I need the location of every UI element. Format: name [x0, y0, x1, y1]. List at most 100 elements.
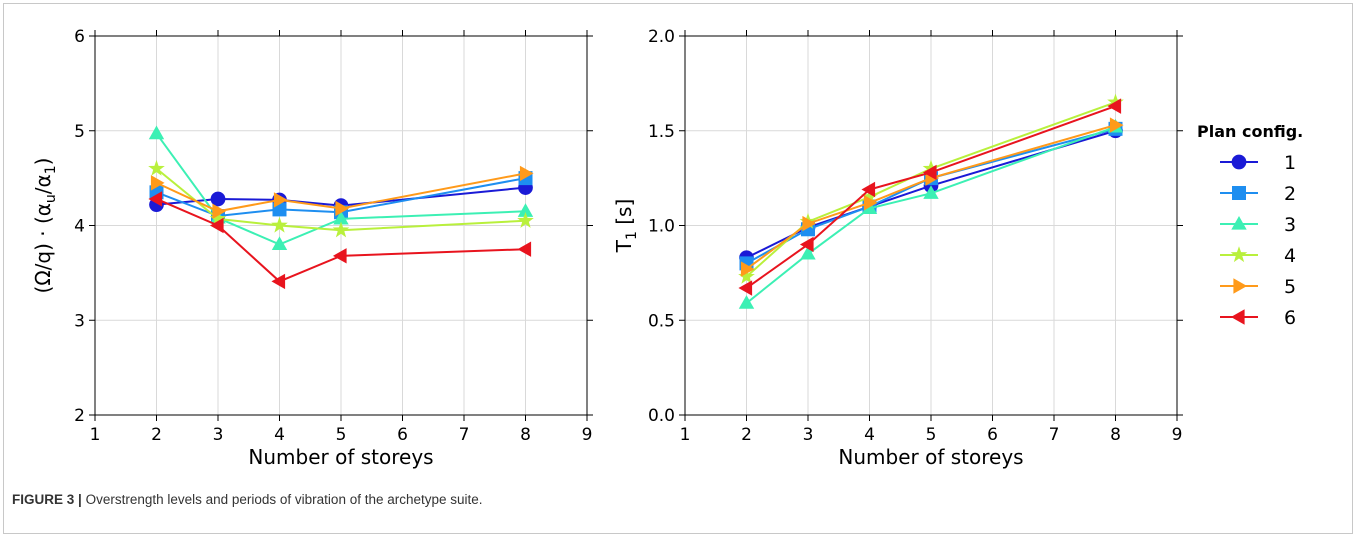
data-point-4: [209, 210, 227, 226]
x-tick-label: 2: [151, 425, 162, 445]
x-tick-label: 5: [336, 425, 347, 445]
x-tick-label: 8: [1110, 425, 1121, 445]
y-label-part: /α: [31, 174, 55, 194]
data-point-3: [923, 185, 939, 199]
data-point-4: [517, 212, 534, 228]
y-tick-label: 0.5: [648, 311, 675, 331]
data-point-4: [332, 221, 350, 238]
data-point-4: [148, 159, 165, 176]
data-point-5: [519, 165, 534, 182]
data-point-5: [802, 215, 817, 232]
data-point-5: [1109, 117, 1124, 133]
caption-label: FIGURE 3 |: [12, 492, 82, 507]
data-point-4: [738, 267, 755, 284]
y-label-part: T: [612, 239, 636, 253]
data-point-5: [863, 195, 878, 211]
legend-title: Plan config.: [1197, 122, 1303, 141]
data-point-3: [517, 203, 534, 217]
x-tick-label: 8: [520, 425, 531, 445]
x-tick-label: 2: [741, 425, 752, 445]
y-label-part: [s]: [612, 199, 636, 231]
data-point-6: [332, 248, 347, 264]
figure-frame: [3, 3, 1353, 534]
y-tick-label: 4: [74, 217, 85, 237]
y-label-subscript: u: [43, 194, 59, 203]
y-label-part: (Ω/q) · (α: [31, 203, 55, 293]
y-tick-label: 1.0: [648, 217, 675, 237]
data-point-5: [273, 192, 288, 208]
data-point-5: [335, 200, 350, 217]
y-label-part: ): [31, 158, 55, 166]
y-axis-label: (Ω/q) · (αu​/α1​): [31, 158, 59, 294]
x-tick-label: 1: [90, 425, 101, 445]
data-point-6: [738, 280, 753, 296]
series-6: [738, 98, 1122, 296]
data-point-4: [271, 216, 288, 233]
data-point-6: [271, 273, 286, 290]
x-tick-label: 1: [680, 425, 691, 445]
data-point-4: [922, 159, 940, 176]
data-point-4: [1107, 93, 1124, 110]
figure-caption: FIGURE 3 | Overstrength levels and perio…: [12, 492, 483, 507]
x-tick-label: 6: [397, 425, 408, 445]
legend-label-6: 6: [1284, 307, 1296, 329]
x-tick-label: 7: [1049, 425, 1060, 445]
x-tick-label: 3: [803, 425, 814, 445]
legend-marker-4: [1230, 246, 1248, 263]
y-tick-label: 1.5: [648, 122, 675, 142]
chart-2: 1 2 3 4 5 6 7 8 9 0.0 0.5 1.0 1.5 2.0 Number of storey…: [612, 27, 1183, 469]
y-tick-label: 6: [74, 27, 85, 47]
y-tick-label: 2: [74, 406, 85, 426]
x-tick-label: 4: [274, 425, 285, 445]
legend-label-4: 4: [1284, 245, 1296, 267]
x-tick-label: 6: [987, 425, 998, 445]
x-axis-label: Number of storeys: [838, 445, 1023, 469]
legend-label-3: 3: [1284, 214, 1296, 236]
data-point-6: [922, 164, 937, 181]
x-tick-label: 4: [864, 425, 875, 445]
y-tick-label: 3: [74, 311, 85, 331]
data-point-6: [799, 236, 814, 253]
y-tick-label: 5: [74, 122, 85, 142]
data-point-6: [148, 191, 163, 207]
data-point-5: [212, 203, 227, 219]
series-6: [148, 191, 532, 290]
series-5: [150, 165, 534, 219]
y-tick-label: 0.0: [648, 406, 675, 426]
y-label-subscript: 1: [624, 231, 640, 240]
x-tick-label: 7: [459, 425, 470, 445]
y-tick-label: 2.0: [648, 27, 675, 47]
data-point-3: [271, 236, 288, 251]
legend-marker-6: [1230, 309, 1245, 325]
legend-label-2: 2: [1284, 183, 1296, 205]
data-point-4: [861, 188, 878, 205]
legend-marker-2: [1232, 186, 1246, 200]
legend: Plan config. 1 2 3 4 5 6: [1197, 122, 1303, 329]
data-point-6: [517, 241, 532, 257]
data-point-6: [861, 181, 876, 198]
legend-marker-1: [1231, 154, 1247, 170]
data-point-5: [150, 175, 165, 191]
data-point-1: [210, 191, 226, 207]
x-tick-label: 9: [1172, 425, 1183, 445]
legend-label-5: 5: [1284, 276, 1296, 298]
y-label-subscript: 1: [43, 165, 59, 174]
legend-marker-5: [1233, 278, 1248, 294]
data-point-3: [148, 125, 165, 140]
caption-text: Overstrength levels and periods of vibra…: [85, 492, 483, 507]
x-tick-label: 9: [582, 425, 593, 445]
data-point-3: [738, 295, 755, 309]
legend-label-1: 1: [1284, 152, 1296, 174]
x-tick-label: 5: [926, 425, 937, 445]
data-point-6: [209, 217, 224, 234]
y-axis-label: T1​ [s]: [612, 199, 640, 254]
data-point-6: [1107, 98, 1122, 114]
x-axis-label: Number of storeys: [248, 445, 433, 469]
data-point-5: [740, 261, 755, 277]
data-point-3: [333, 210, 349, 225]
legend-marker-3: [1231, 215, 1247, 230]
data-point-3: [800, 245, 816, 260]
x-tick-label: 3: [213, 425, 224, 445]
